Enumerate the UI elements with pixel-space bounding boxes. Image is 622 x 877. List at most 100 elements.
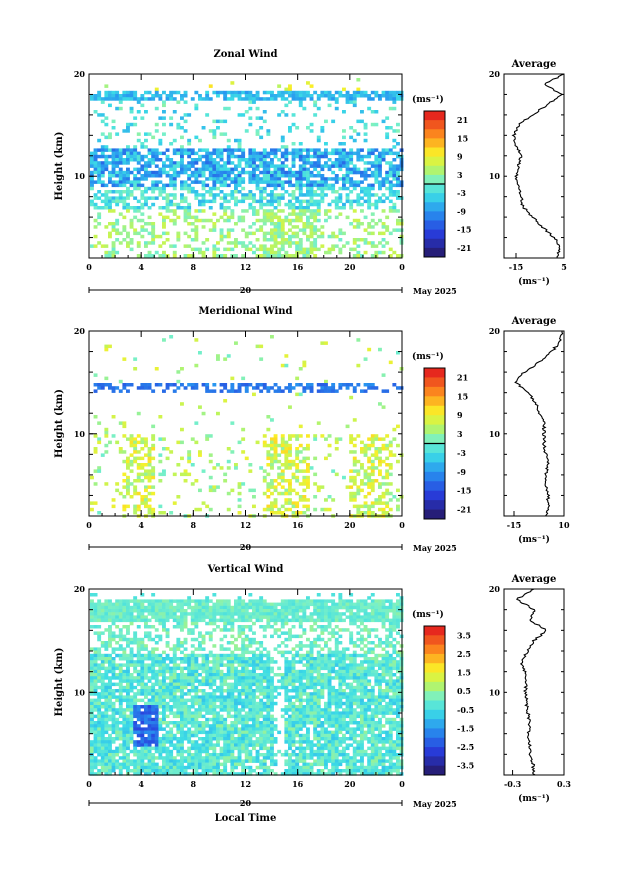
heatmap-cell xyxy=(112,651,116,655)
heatmap-cell xyxy=(144,692,148,696)
heatmap-cell xyxy=(252,193,256,197)
heatmap-cell xyxy=(94,389,98,393)
heatmap-cell xyxy=(385,501,389,505)
heatmap-cell xyxy=(292,171,296,175)
heatmap-cell xyxy=(313,482,317,486)
heatmap-cell xyxy=(241,450,245,454)
heatmap-cell xyxy=(238,180,242,184)
heatmap-cell xyxy=(220,232,224,236)
heatmap-cell xyxy=(176,766,180,770)
heatmap-cell xyxy=(223,756,227,760)
heatmap-cell xyxy=(338,193,342,197)
heatmap-cell xyxy=(205,615,209,619)
heatmap-cell xyxy=(151,647,155,651)
heatmap-cell xyxy=(119,97,123,101)
heatmap-cell xyxy=(356,508,360,512)
heatmap-cell xyxy=(371,174,375,178)
heatmap-cell xyxy=(112,702,116,706)
heatmap-cell xyxy=(166,759,170,763)
heatmap-cell xyxy=(130,107,134,111)
heatmap-cell xyxy=(169,763,173,767)
heatmap-cell xyxy=(220,612,224,616)
heatmap-cell xyxy=(155,603,159,607)
heatmap-cell xyxy=(148,670,152,674)
heatmap-cell xyxy=(292,386,296,390)
heatmap-cell xyxy=(396,97,400,101)
heatmap-cell xyxy=(356,505,360,509)
heatmap-cell xyxy=(97,241,101,245)
heatmap-cell xyxy=(148,463,152,467)
heatmap-cell xyxy=(166,689,170,693)
heatmap-cell xyxy=(191,676,195,680)
heatmap-cell xyxy=(94,196,98,200)
heatmap-cell xyxy=(169,94,173,98)
heatmap-cell xyxy=(223,219,227,223)
heatmap-cell xyxy=(187,599,191,603)
heatmap-cell xyxy=(187,628,191,632)
heatmap-cell xyxy=(169,740,173,744)
heatmap-cell xyxy=(360,190,364,194)
heatmap-cell xyxy=(245,193,249,197)
heatmap-cell xyxy=(126,670,130,674)
heatmap-cell xyxy=(288,193,292,197)
heatmap-cell xyxy=(176,206,180,210)
heatmap-cell xyxy=(173,734,177,738)
heatmap-cell xyxy=(324,161,328,165)
heatmap-cell xyxy=(241,759,245,763)
colorbar-tick-label: -15 xyxy=(457,225,471,235)
heatmap-cell xyxy=(331,171,335,175)
heatmap-cell xyxy=(367,511,371,515)
heatmap-cell xyxy=(256,209,260,213)
heatmap-cell xyxy=(162,184,166,188)
heatmap-cell xyxy=(234,743,238,747)
heatmap-cell xyxy=(342,232,346,236)
heatmap-cell xyxy=(115,676,119,680)
heatmap-cell xyxy=(256,238,260,242)
heatmap-cell xyxy=(209,631,213,635)
heatmap-cell xyxy=(371,501,375,505)
heatmap-cell xyxy=(324,177,328,181)
heatmap-cell xyxy=(234,695,238,699)
heatmap-cell xyxy=(119,689,123,693)
heatmap-cell xyxy=(216,603,220,607)
heatmap-cell xyxy=(202,635,206,639)
heatmap-cell xyxy=(223,161,227,165)
heatmap-cell xyxy=(230,766,234,770)
heatmap-cell xyxy=(266,450,270,454)
heatmap-cell xyxy=(317,203,321,207)
heatmap-cell xyxy=(320,196,324,200)
heatmap-cell xyxy=(223,750,227,754)
heatmap-cell xyxy=(284,145,288,149)
heatmap-cell xyxy=(130,612,134,616)
heatmap-cell xyxy=(133,457,137,461)
heatmap-cell xyxy=(220,235,224,239)
heatmap-cell xyxy=(342,161,346,165)
heatmap-cell xyxy=(115,219,119,223)
heatmap-cell xyxy=(227,622,231,626)
heatmap-cell xyxy=(349,200,353,204)
heatmap-cell xyxy=(184,91,188,95)
heatmap-cell xyxy=(209,743,213,747)
heatmap-cell xyxy=(310,184,314,188)
heatmap-cell xyxy=(299,184,303,188)
heatmap-cell xyxy=(115,718,119,722)
heatmap-cell xyxy=(119,667,123,671)
heatmap-cell xyxy=(194,734,198,738)
heatmap-cell xyxy=(90,727,94,731)
heatmap-cell xyxy=(104,759,108,763)
heatmap-cell xyxy=(151,508,155,512)
heatmap-cell xyxy=(115,734,119,738)
heatmap-cell xyxy=(302,148,306,152)
heatmap-cell xyxy=(158,244,162,248)
x-tick-label: 16 xyxy=(292,520,304,530)
heatmap-cell xyxy=(234,139,238,143)
heatmap-cell xyxy=(126,460,130,464)
heatmap-cell xyxy=(144,441,148,445)
heatmap-cell xyxy=(230,740,234,744)
heatmap-cell xyxy=(133,606,137,610)
heatmap-cell xyxy=(140,612,144,616)
heatmap-cell xyxy=(122,740,126,744)
heatmap-cell xyxy=(155,367,159,371)
heatmap-cell xyxy=(266,129,270,133)
heatmap-cell xyxy=(310,244,314,248)
